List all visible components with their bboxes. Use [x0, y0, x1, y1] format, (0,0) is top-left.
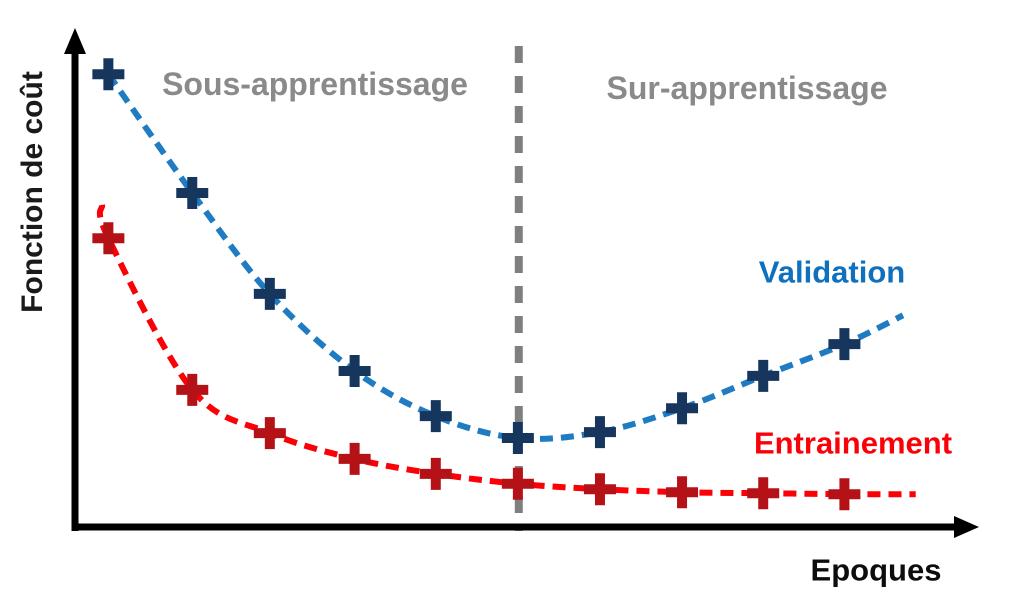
training-marker [419, 457, 452, 490]
training-marker [176, 373, 209, 406]
training-marker [828, 478, 861, 511]
training-marker [338, 442, 371, 475]
validation-marker [666, 392, 699, 425]
underfitting-region-label: Sous-apprentissage [162, 66, 468, 102]
y-axis-label: Fonction de coût [16, 71, 49, 313]
overfitting-region-label: Sur-apprentissage [606, 70, 888, 106]
validation-marker [253, 277, 286, 310]
training-marker [501, 467, 534, 500]
training-marker [583, 473, 616, 506]
training-series-label: Entrainement [753, 425, 953, 461]
training-marker [747, 477, 780, 510]
validation-marker [338, 354, 371, 387]
validation-marker [828, 328, 861, 361]
training-marker [253, 417, 286, 450]
validation-marker [501, 422, 534, 455]
validation-marker [747, 359, 780, 392]
validation-marker [92, 58, 125, 91]
validation-marker [176, 177, 209, 210]
x-axis-arrow-icon [954, 516, 979, 538]
validation-marker [583, 416, 616, 449]
axes [64, 28, 979, 538]
validation-marker [419, 400, 452, 433]
y-axis-arrow-icon [64, 28, 86, 54]
training-marker [666, 476, 699, 509]
x-axis-label: Epoques [810, 552, 942, 588]
training-marker [92, 222, 125, 255]
validation-series-label: Validation [758, 254, 906, 290]
